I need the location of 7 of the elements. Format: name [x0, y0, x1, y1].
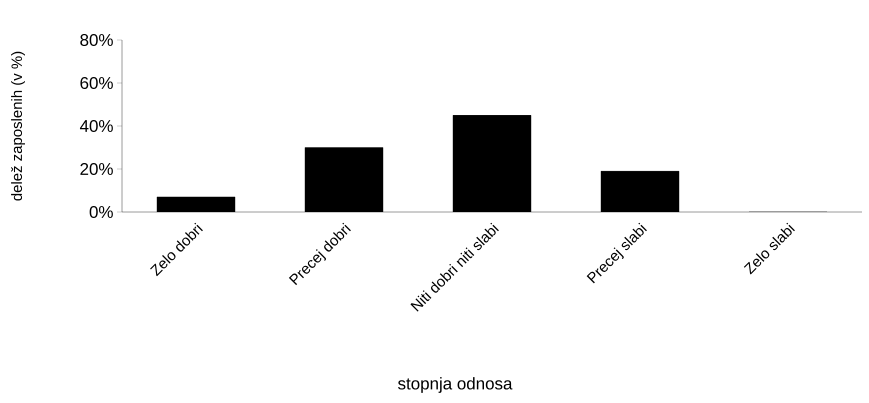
y-tick-label: 80% — [80, 34, 113, 46]
y-tick-label: 20% — [80, 163, 113, 175]
y-tick-label: 40% — [80, 120, 113, 132]
y-tick-label: 0% — [90, 206, 113, 218]
y-tick-label: 60% — [80, 77, 113, 89]
x-axis-title: stopnja odnosa — [398, 377, 512, 393]
y-axis-title: delež zaposlenih (v %) — [11, 52, 25, 201]
